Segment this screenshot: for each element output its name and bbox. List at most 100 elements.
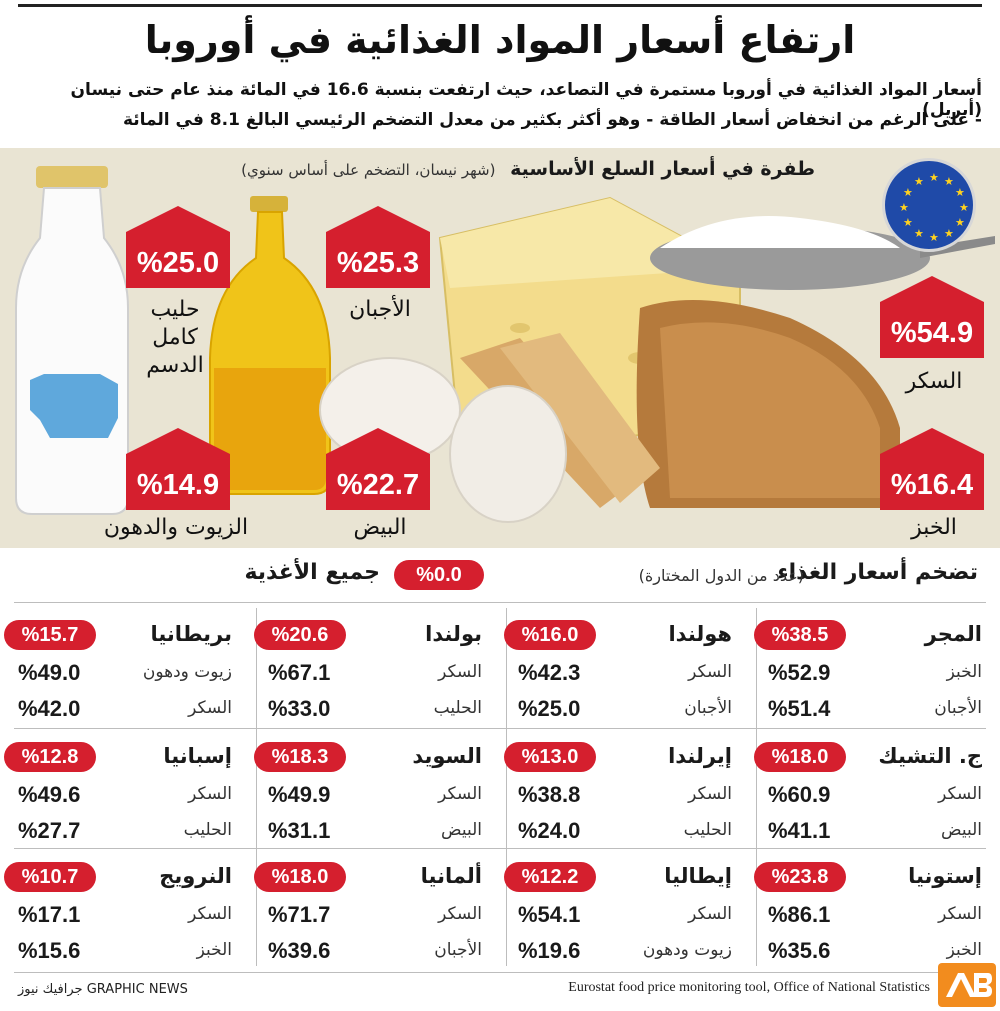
eu-star-icon: ★	[959, 201, 969, 214]
country-cell: إسبانيا %12.8 السكر %49.6 الحليب %27.7	[4, 734, 236, 846]
country-cell: إستونيا %23.8 السكر %86.1 الخبز %35.6	[754, 854, 986, 966]
badge-cheese-value: %25.3	[336, 247, 420, 279]
item-name: السكر	[188, 904, 232, 924]
item-value: %54.1	[518, 902, 581, 927]
item-name: السكر	[938, 784, 982, 804]
country-total-inflation: %18.3	[254, 742, 346, 772]
badge-oils-value: %14.9	[136, 469, 220, 501]
item-row: الحليب %24.0	[504, 818, 732, 848]
item-name: السكر	[438, 784, 482, 804]
item-name: الخبز	[196, 940, 232, 960]
item-value: %19.6	[518, 938, 581, 963]
eu-star-icon: ★	[954, 216, 965, 229]
item-row: السكر %86.1	[754, 902, 982, 932]
item-row: السكر %54.1	[504, 902, 732, 932]
bread-icon	[460, 300, 900, 508]
subtitle-line-1: أسعار المواد الغذائية في أوروبا مستمرة ف…	[70, 80, 982, 120]
item-name: السكر	[938, 904, 982, 924]
country-total-inflation: %20.6	[254, 620, 346, 650]
milk-bottle-icon	[15, 166, 129, 515]
item-row: الحليب %27.7	[4, 818, 232, 848]
item-value: %27.7	[18, 818, 81, 843]
item-value: %60.9	[768, 782, 831, 807]
badge-sugar-label: السكر	[905, 369, 963, 394]
item-name: الحليب	[683, 820, 732, 840]
eu-star-icon: ★	[903, 186, 913, 199]
country-cell: المجر %38.5 الخبز %52.9 الأجبان %51.4	[754, 612, 986, 724]
eu-star-icon: ★	[914, 226, 924, 240]
item-name: الأجبان	[684, 698, 732, 718]
table-col-rule-2	[506, 608, 507, 966]
country-total-inflation: %16.0	[504, 620, 596, 650]
country-total-inflation: %12.2	[504, 862, 596, 892]
badge-eggs-value: %22.7	[336, 469, 420, 501]
badge-sugar-value: %54.9	[890, 317, 974, 349]
item-name: السكر	[438, 904, 482, 924]
subtitle-line-2: - على الرغم من انخفاض أسعار الطاقة - وهو…	[122, 110, 982, 130]
country-name: السويد	[412, 744, 482, 768]
eu-star-icon: ★	[944, 226, 954, 240]
item-name: الخبز	[946, 940, 982, 960]
eu-star-icon: ★	[944, 175, 954, 189]
country-cell: بريطانيا %15.7 زيوت ودهون %49.0 السكر %42.0	[4, 612, 236, 724]
item-value: %41.1	[768, 818, 831, 843]
eu-star-icon: ★	[929, 231, 939, 244]
hero-illustration: طفرة في أسعار السلع الأساسية (شهر نيسان،…	[0, 148, 1000, 548]
country-total-inflation: %23.8	[754, 862, 846, 892]
item-value: %31.1	[268, 818, 331, 843]
item-value: %49.6	[18, 782, 81, 807]
country-cell: ألمانيا %18.0 السكر %71.7 الأجبان %39.6	[254, 854, 486, 966]
all-food-label: جميع الأغذية	[244, 560, 380, 585]
item-row: السكر %60.9	[754, 782, 982, 812]
item-row: السكر %67.1	[254, 660, 482, 690]
table-col-rule-3	[756, 608, 757, 966]
country-cell: إيرلندا %13.0 السكر %38.8 الحليب %24.0	[504, 734, 736, 846]
item-name: السكر	[688, 662, 732, 682]
table-bottom-rule	[14, 972, 986, 973]
country-total-inflation: %18.0	[254, 862, 346, 892]
table-row-rule-2	[14, 848, 986, 849]
country-cell: هولندا %16.0 السكر %42.3 الأجبان %25.0	[504, 612, 736, 724]
item-row: السكر %49.9	[254, 782, 482, 812]
item-value: %24.0	[518, 818, 581, 843]
item-name: السكر	[688, 784, 732, 804]
item-value: %67.1	[268, 660, 331, 685]
badge-cheese: %25.3	[326, 206, 430, 288]
item-row: السكر %71.7	[254, 902, 482, 932]
item-name: البيض	[941, 820, 982, 840]
item-name: السكر	[438, 662, 482, 682]
sugar-spoon-icon	[650, 216, 995, 290]
badge-bread: %16.4	[880, 428, 984, 510]
item-value: %51.4	[768, 696, 831, 721]
credit-text: GRAPHIC NEWS جرافيك نيوز	[18, 982, 188, 997]
hero-heading-note: (شهر نيسان، التضخم على أساس سنوي)	[241, 161, 496, 179]
item-row: الأجبان %25.0	[504, 696, 732, 726]
country-name: بولندا	[425, 622, 482, 646]
eu-star-icon: ★	[954, 186, 965, 199]
table-top-rule	[14, 602, 986, 603]
item-value: %42.3	[518, 660, 581, 685]
country-name: ج. التشيك	[878, 744, 982, 768]
table-heading-note: (عدد من الدول المختارة)	[638, 566, 804, 585]
table-row-rule-1	[14, 728, 986, 729]
item-row: السكر %38.8	[504, 782, 732, 812]
country-total-inflation: %12.8	[4, 742, 96, 772]
oil-bottle-icon	[209, 196, 331, 495]
country-cell: السويد %18.3 السكر %49.9 البيض %31.1	[254, 734, 486, 846]
item-row: الحليب %33.0	[254, 696, 482, 726]
item-row: السكر %42.0	[4, 696, 232, 726]
top-rule	[18, 4, 982, 7]
item-row: الأجبان %51.4	[754, 696, 982, 726]
country-total-inflation: %18.0	[754, 742, 846, 772]
item-row: السكر %49.6	[4, 782, 232, 812]
hero-heading: طفرة في أسعار السلع الأساسية (شهر نيسان،…	[241, 158, 815, 180]
badge-bread-label: الخبز	[911, 515, 957, 540]
country-name: إسبانيا	[163, 744, 232, 768]
eu-flag-icon: ★ ★ ★ ★ ★ ★ ★ ★ ★ ★ ★ ★	[882, 158, 976, 252]
eu-star-icon: ★	[903, 216, 913, 229]
badge-oils: %14.9	[126, 428, 230, 510]
badge-cheese-label: الأجبان	[349, 297, 411, 322]
item-row: الخبز %35.6	[754, 938, 982, 968]
item-row: زيوت ودهون %49.0	[4, 660, 232, 690]
item-row: السكر %17.1	[4, 902, 232, 932]
